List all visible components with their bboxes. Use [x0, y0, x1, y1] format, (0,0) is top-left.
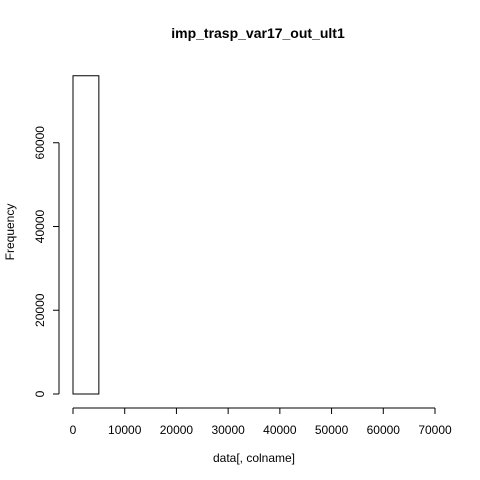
y-axis-ticks: 0 20000 40000 60000 — [33, 126, 59, 397]
y-axis-label: Frequency — [3, 204, 17, 261]
y-tick-label: 20000 — [33, 293, 47, 327]
x-axis-label: data[, colname] — [213, 451, 295, 465]
y-axis: 0 20000 40000 60000 — [33, 126, 60, 397]
y-tick-label: 0 — [33, 390, 47, 397]
x-tick-label: 60000 — [367, 423, 401, 437]
x-tick-label: 50000 — [315, 423, 349, 437]
x-tick-label: 30000 — [211, 423, 245, 437]
x-axis: 0 10000 20000 30000 40000 50000 60000 70000 — [70, 407, 452, 437]
x-tick-label: 40000 — [263, 423, 297, 437]
x-tick-label: 10000 — [108, 423, 142, 437]
histogram-bar — [72, 75, 100, 395]
y-tick-label: 60000 — [33, 126, 47, 160]
x-tick-label: 0 — [70, 423, 77, 437]
chart-title: imp_trasp_var17_out_ult1 — [171, 25, 345, 41]
histogram-bars — [72, 75, 100, 395]
x-tick-label: 70000 — [418, 423, 452, 437]
y-tick-label: 40000 — [33, 209, 47, 243]
x-tick-label: 20000 — [160, 423, 194, 437]
x-axis-ticks: 0 10000 20000 30000 40000 50000 60000 70000 — [70, 408, 452, 437]
